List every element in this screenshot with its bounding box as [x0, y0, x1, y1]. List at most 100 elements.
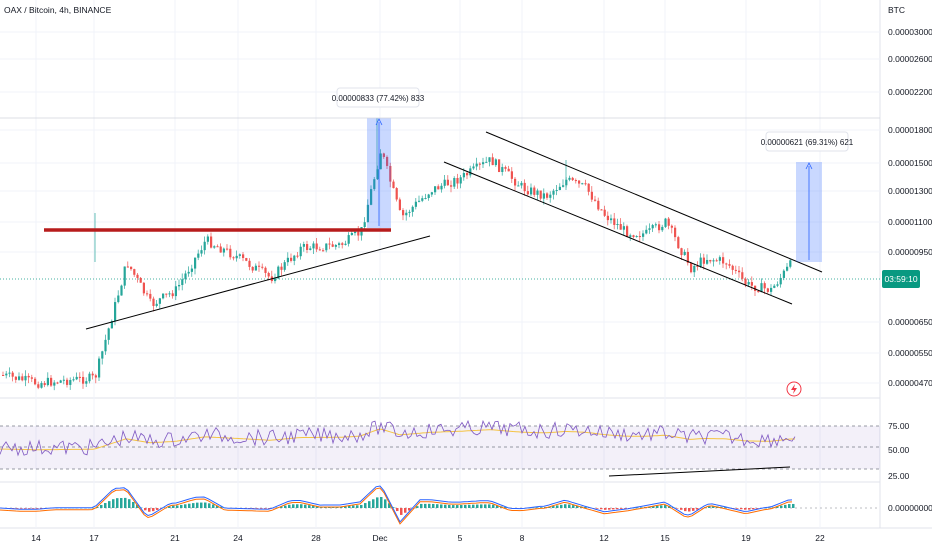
candle-down — [142, 282, 145, 294]
candle-down — [27, 375, 30, 378]
candle-up — [645, 229, 648, 234]
macd-histogram-bar — [308, 505, 311, 508]
candle-up — [421, 198, 424, 201]
candle-down — [750, 282, 753, 286]
candle-down — [280, 266, 283, 270]
macd-histogram-bar — [40, 508, 43, 509]
candle-up — [98, 358, 101, 378]
candle-up — [72, 379, 75, 381]
macd-histogram-bar — [416, 506, 419, 508]
candle-down — [245, 258, 248, 261]
candle-down — [680, 248, 683, 256]
macd-histogram-bar — [152, 508, 155, 512]
channel-upper-line — [485, 131, 823, 273]
macd-histogram-bar — [568, 504, 571, 508]
candle-down — [50, 377, 53, 386]
candle-down — [130, 266, 133, 270]
candle-down — [690, 262, 693, 273]
candle-up — [760, 283, 763, 293]
macd-histogram-bar — [768, 507, 771, 509]
macd-histogram-bar — [408, 508, 411, 511]
candle-down — [667, 218, 670, 226]
candle-up — [213, 246, 216, 248]
candle-up — [370, 189, 373, 205]
candle-down — [226, 248, 229, 250]
macd-histogram-bar — [664, 505, 667, 508]
macd-histogram-bar — [12, 508, 15, 509]
candle-down — [514, 178, 517, 186]
candle-up — [344, 243, 347, 245]
candle-down — [757, 290, 760, 293]
macd-histogram-bar — [532, 507, 535, 509]
macd-histogram-bar — [724, 507, 727, 508]
macd-histogram-bar — [364, 503, 367, 508]
candle-down — [754, 285, 757, 291]
candle-up — [334, 245, 337, 247]
price-badge — [882, 270, 920, 288]
candle-up — [718, 257, 721, 261]
macd-histogram-bar — [104, 503, 107, 508]
macd-histogram-bar — [128, 499, 131, 508]
candle-up — [8, 372, 11, 374]
measure-label-box — [336, 87, 420, 108]
candle-up — [24, 375, 27, 381]
candle-down — [546, 193, 549, 198]
candle-up — [18, 376, 21, 380]
candle-down — [725, 263, 728, 265]
candle-down — [523, 182, 526, 192]
macd-histogram-bar — [492, 504, 495, 508]
macd-histogram-bar — [148, 508, 151, 512]
macd-histogram-bar — [376, 497, 379, 508]
candle-down — [696, 265, 699, 267]
candle-up — [104, 339, 107, 352]
time-tick-label: 8 — [520, 533, 525, 543]
macd-histogram-bar — [20, 508, 23, 509]
macd-histogram-bar — [100, 504, 103, 508]
macd-histogram-bar — [260, 508, 263, 509]
rsi-tick-label: 50.00 — [888, 445, 910, 455]
candle-up — [622, 226, 625, 230]
rsi-ma-line — [0, 428, 795, 451]
macd-histogram-bar — [116, 498, 119, 508]
candle-down — [498, 159, 501, 172]
candle-down — [37, 384, 40, 388]
candle-down — [574, 180, 577, 182]
macd-histogram-bar — [440, 504, 443, 508]
macd-signal-line — [0, 487, 793, 525]
candle-down — [638, 236, 641, 238]
macd-histogram-bar — [696, 508, 699, 510]
macd-histogram-bar — [28, 508, 31, 509]
candle-down — [66, 379, 69, 385]
candle-up — [664, 218, 667, 227]
macd-histogram-bar — [456, 505, 459, 508]
macd-histogram-bar — [288, 504, 291, 508]
candle-up — [485, 161, 488, 163]
candle-down — [507, 168, 510, 172]
macd-histogram-bar — [292, 504, 295, 508]
candle-down — [478, 163, 481, 165]
candle-down — [526, 191, 529, 195]
macd-histogram-bar — [368, 501, 371, 508]
candle-down — [504, 167, 507, 169]
candle-down — [34, 378, 37, 385]
candle-down — [331, 244, 334, 247]
candle-down — [136, 274, 139, 278]
candle-up — [338, 243, 341, 246]
macd-histogram-bar — [176, 505, 179, 508]
macd-histogram-bar — [748, 508, 751, 510]
candle-down — [133, 269, 136, 275]
macd-histogram-bar — [640, 507, 643, 508]
time-tick-label: 28 — [311, 533, 321, 543]
macd-histogram-bar — [572, 505, 575, 508]
candle-up — [530, 187, 533, 195]
candle-up — [642, 233, 645, 237]
candle-down — [597, 200, 600, 210]
time-tick-label: 5 — [458, 533, 463, 543]
macd-histogram-bar — [616, 508, 619, 510]
candle-down — [658, 224, 661, 231]
macd-histogram-bar — [300, 504, 303, 508]
macd-histogram-bar — [156, 508, 159, 510]
macd-histogram-bar — [712, 505, 715, 508]
candle-up — [629, 235, 632, 237]
